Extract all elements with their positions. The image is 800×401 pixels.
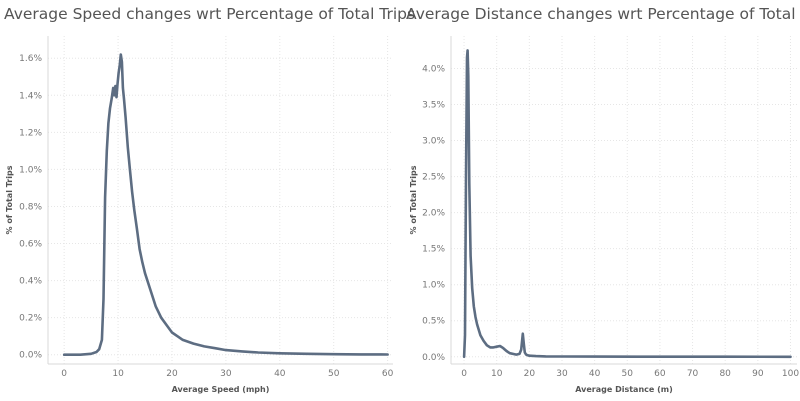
x-tick-label: 50 <box>622 369 634 379</box>
y-tick-label: 1.6% <box>19 54 42 64</box>
x-tick-label: 40 <box>589 369 601 379</box>
x-tick-label: 0 <box>461 369 467 379</box>
y-tick-label: 1.0% <box>19 165 42 175</box>
chart-distance: 0.0% 0.5% 1.0% 1.5% 2.0% 2.5% 3.0% 3.5% 4.0% 0 10 2… <box>409 36 799 394</box>
y-tick-label: 2.5% <box>422 173 445 183</box>
y-axis-label: % of Total Trips <box>409 165 418 234</box>
x-tick-label: 40 <box>274 369 286 379</box>
y-tick-label: 0.0% <box>19 351 42 361</box>
y-axis-label: % of Total Trips <box>5 165 14 234</box>
y-tick-label: 3.0% <box>422 137 445 147</box>
x-tick-label: 70 <box>687 369 699 379</box>
chart-title-speed: Average Speed changes wrt Percentage of … <box>4 5 416 23</box>
x-tick-label: 20 <box>166 369 178 379</box>
y-tick-label: 0.6% <box>19 240 42 250</box>
x-axis-label: Average Distance (m) <box>575 385 673 394</box>
x-tick-label: 60 <box>382 369 394 379</box>
x-tick-label: 80 <box>719 369 731 379</box>
y-tick-label: 4.0% <box>422 64 445 74</box>
series-line-speed-0 <box>62 53 389 357</box>
x-tick-label: 90 <box>752 369 764 379</box>
x-tick-label: 30 <box>220 369 232 379</box>
y-tick-label: 0.8% <box>19 202 42 212</box>
x-tick-label: 0 <box>61 369 67 379</box>
x-tick-label: 100 <box>782 369 799 379</box>
y-tick-label: 3.5% <box>422 100 445 110</box>
x-tick-label: 30 <box>556 369 568 379</box>
y-tick-label: 1.2% <box>19 128 42 138</box>
series-line-distance-0 <box>462 49 792 359</box>
x-tick-label: 10 <box>112 369 124 379</box>
y-tick-label: 0.0% <box>422 353 445 363</box>
x-axis-label: Average Speed (mph) <box>172 385 270 394</box>
y-tick-label: 1.5% <box>422 245 445 255</box>
y-tick-label: 0.4% <box>19 277 42 287</box>
chart-speed: 0.0% 0.2% 0.4% 0.6% 0.8% 1.0% 1.2% 1.4% 1.6% 0 10 2… <box>5 36 394 394</box>
x-tick-label: 60 <box>654 369 666 379</box>
x-tick-label: 20 <box>524 369 536 379</box>
y-tick-label: 1.4% <box>19 91 42 101</box>
y-tick-label: 0.2% <box>19 314 42 324</box>
x-tick-label: 10 <box>491 369 503 379</box>
chart-title-distance: Average Distance changes wrt Percentage … <box>406 5 800 23</box>
y-tick-label: 2.0% <box>422 209 445 219</box>
y-tick-label: 0.5% <box>422 317 445 327</box>
x-tick-label: 50 <box>328 369 340 379</box>
y-tick-label: 1.0% <box>422 281 445 291</box>
